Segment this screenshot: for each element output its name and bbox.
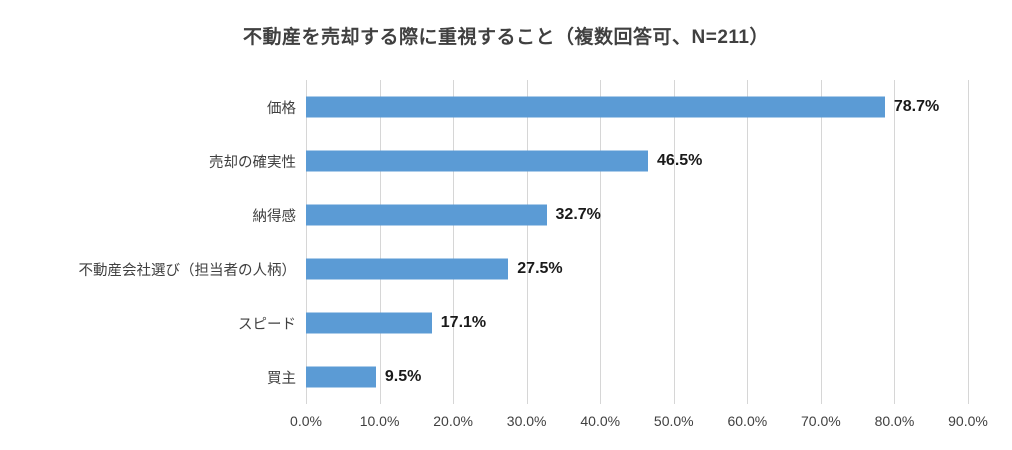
gridline bbox=[673, 80, 675, 404]
gridline bbox=[820, 80, 822, 404]
category-label: 不動産会社選び（担当者の人柄） bbox=[78, 262, 297, 279]
chart-title: 不動産を売却する際に重視すること（複数回答可、N=211） bbox=[243, 27, 769, 48]
category-label: 納得感 bbox=[252, 208, 297, 225]
bar-row: 27.5% bbox=[306, 242, 968, 296]
bar bbox=[306, 258, 509, 280]
gridline bbox=[379, 80, 381, 404]
value-label: 27.5% bbox=[517, 260, 563, 277]
value-label: 78.7% bbox=[893, 98, 940, 115]
x-tick-label: 0.0% bbox=[290, 413, 322, 429]
bar-row: 78.7% bbox=[306, 80, 968, 134]
bar bbox=[306, 150, 649, 172]
gridline bbox=[306, 80, 307, 404]
bar bbox=[306, 204, 547, 226]
bar-row: 9.5% bbox=[306, 350, 968, 404]
plot-area: 78.7% 46.5% 32.7% 27.5% 17.1% 9.5% bbox=[306, 80, 969, 404]
value-label: 46.5% bbox=[657, 152, 703, 169]
gridline bbox=[453, 80, 455, 404]
x-tick-label: 60.0% bbox=[727, 413, 768, 429]
value-label: 17.1% bbox=[440, 314, 487, 331]
value-label: 32.7% bbox=[555, 206, 601, 223]
category-label: 売却の確実性 bbox=[209, 154, 296, 171]
x-tick-label: 30.0% bbox=[506, 413, 547, 429]
x-tick-label: 10.0% bbox=[359, 413, 400, 429]
x-tick-label: 70.0% bbox=[801, 413, 841, 429]
gridline bbox=[747, 80, 749, 404]
x-tick-label: 90.0% bbox=[948, 413, 988, 429]
x-tick-label: 50.0% bbox=[653, 413, 694, 429]
x-axis: 0.0% 10.0% 20.0% 30.0% 40.0% 50.0% 60.0% 70.0% 8… bbox=[290, 413, 988, 435]
bar bbox=[306, 312, 432, 334]
gridline bbox=[526, 80, 528, 404]
bar-row: 32.7% bbox=[306, 188, 968, 242]
x-tick-label: 20.0% bbox=[433, 413, 473, 429]
x-tick-label: 40.0% bbox=[580, 413, 621, 429]
bar-row: 46.5% bbox=[306, 134, 968, 188]
value-label: 9.5% bbox=[384, 368, 422, 385]
bar bbox=[306, 96, 885, 118]
bar-row: 17.1% bbox=[306, 296, 968, 350]
x-tick-label: 80.0% bbox=[874, 413, 915, 429]
category-label: 買主 bbox=[267, 370, 296, 387]
gridline bbox=[894, 80, 896, 404]
gridline bbox=[600, 80, 602, 404]
category-label: 価格 bbox=[267, 100, 296, 117]
category-axis: 価格売却の確実性納得感不動産会社選び（担当者の人柄） スピード買主 bbox=[0, 80, 297, 404]
bar bbox=[306, 366, 376, 388]
category-label: スピード bbox=[238, 316, 296, 333]
gridline bbox=[968, 80, 969, 404]
